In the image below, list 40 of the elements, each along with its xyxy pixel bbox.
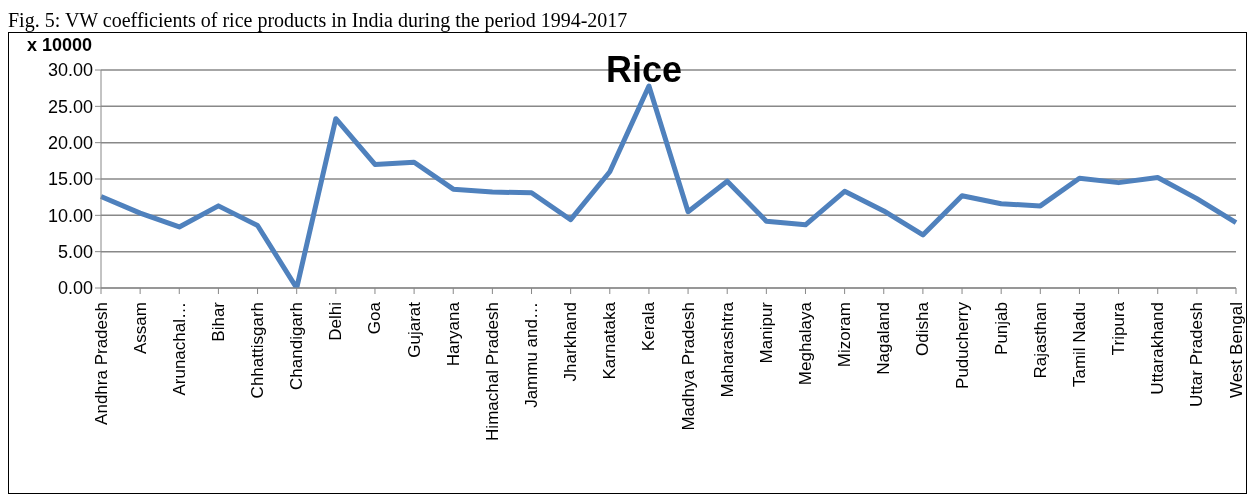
x-tick-label: Chandigarh bbox=[287, 302, 307, 390]
x-tick-label: Manipur bbox=[756, 301, 776, 364]
x-tick-label: Mizoram bbox=[835, 302, 855, 368]
y-axis-title: x 10000 bbox=[27, 35, 93, 56]
x-tick-label: West Bengal bbox=[1226, 302, 1246, 399]
caption: Fig. 5: VW coefficients of rice products in India during the period 1994-2017 bbox=[8, 8, 629, 32]
x-tick-label: Chhattisgarh bbox=[248, 302, 268, 399]
x-tick-label: Goa bbox=[365, 301, 385, 335]
x-tick-label: Tripura bbox=[1109, 301, 1129, 356]
x-tick-label: Arunachal… bbox=[169, 302, 189, 396]
x-tick-label: Haryana bbox=[443, 301, 463, 367]
x-tick-label: Meghalaya bbox=[795, 301, 815, 386]
x-tick-label: Himachal Pradesh bbox=[482, 302, 502, 441]
y-tick-label: 0.00 bbox=[57, 278, 93, 299]
x-tick-label: Odisha bbox=[913, 301, 933, 356]
x-tick-label: Maharashtra bbox=[717, 301, 737, 398]
y-tick-label: 10.00 bbox=[47, 205, 93, 226]
x-tick-label: Jammu and… bbox=[522, 302, 542, 408]
x-tick-label: Andhra Pradesh bbox=[91, 302, 111, 425]
x-tick-label: Delhi bbox=[326, 302, 346, 341]
x-tick-label: Uttarakhand bbox=[1148, 302, 1168, 395]
y-tick-label: 5.00 bbox=[57, 242, 93, 263]
x-tick-label: Uttar Pradesh bbox=[1187, 302, 1207, 407]
x-tick-label: Karnataka bbox=[600, 301, 620, 380]
y-tick-label: 20.00 bbox=[47, 133, 93, 154]
chart-title: Rice bbox=[605, 49, 683, 90]
x-tick-label: Gujarat bbox=[404, 301, 424, 358]
y-tick-label: 30.00 bbox=[47, 60, 93, 81]
x-tick-label: Madhya Pradesh bbox=[678, 302, 698, 431]
x-tick-label: Bihar bbox=[208, 301, 228, 342]
x-tick-label: Punjab bbox=[991, 302, 1011, 355]
x-tick-label: Jharkhand bbox=[561, 302, 581, 382]
x-tick-label: Assam bbox=[130, 302, 150, 354]
x-tick-label: Nagaland bbox=[874, 302, 894, 375]
x-tick-label: Kerala bbox=[639, 301, 659, 352]
x-tick-label: Tamil Nadu bbox=[1069, 302, 1089, 388]
x-tick-label: Puducherry bbox=[952, 301, 972, 389]
y-tick-label: 25.00 bbox=[47, 96, 93, 117]
x-tick-label: Rajasthan bbox=[1030, 302, 1050, 379]
y-tick-label: 15.00 bbox=[47, 169, 93, 190]
